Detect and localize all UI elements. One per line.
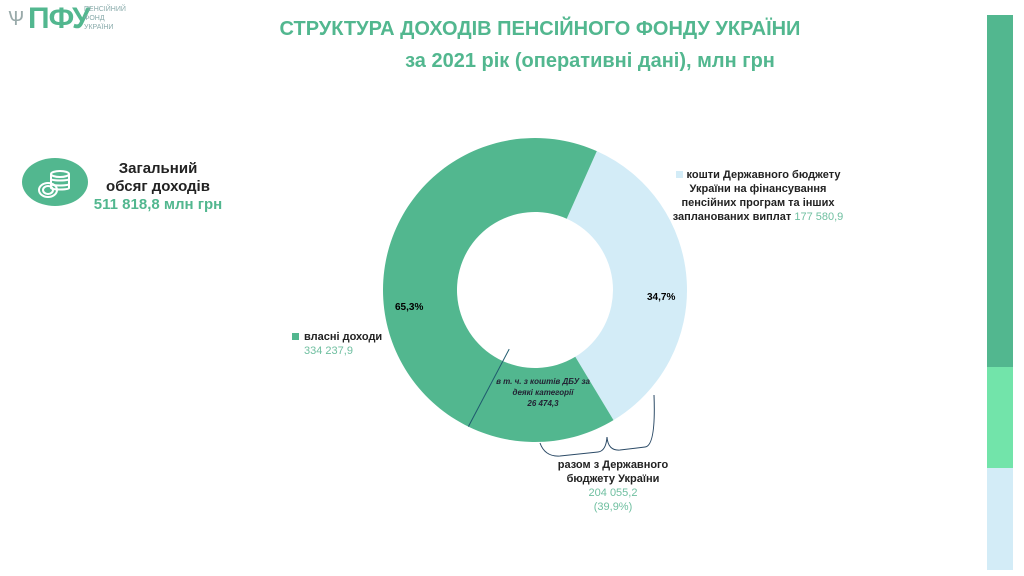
decor-bar-light-blue (987, 468, 1013, 570)
bracket-value: 204 055,2 (588, 487, 638, 499)
sub-segment-text: деякі категорії (512, 388, 574, 397)
bracket (539, 394, 655, 457)
total-label: обсяг доходів (106, 178, 210, 195)
sub-segment-label: в т. ч. з коштів ДБУ за деякі категорії … (488, 376, 598, 409)
bracket-text: разом з Державного (557, 459, 669, 471)
bracket-label: разом з Державного бюджету України 204 0… (548, 458, 678, 514)
total-income: Загальний обсяг доходів 511 818,8 млн гр… (88, 160, 228, 214)
logo-subtitle: ПЕНСІЙНИЙ ФОНД УКРАЇНИ (84, 6, 126, 31)
total-label: Загальний (118, 160, 198, 177)
percent-label-budget: 34,7% (647, 292, 676, 303)
bracket-text: бюджету України (566, 473, 660, 485)
page-title: СТРУКТУРА ДОХОДІВ ПЕНСІЙНОГО ФОНДУ УКРАЇ… (279, 18, 801, 40)
legend-label: кошти Державного бюджету України на фіна… (672, 169, 841, 223)
donut-slice (383, 137, 614, 442)
decor-bar-light-green (987, 367, 1013, 468)
legend-swatch (675, 171, 683, 178)
trident-icon: Ѱ (8, 8, 24, 30)
legend-state-budget: кошти Державного бюджету України на фіна… (672, 168, 844, 224)
coins-icon (22, 158, 88, 206)
legend-value: 177 580,9 (794, 211, 844, 223)
sub-segment-value: 26 474,3 (527, 399, 559, 408)
donut-slice (566, 151, 688, 421)
percent-label-own: 65,3% (395, 302, 424, 313)
legend-value: 334 237,9 (304, 345, 353, 357)
legend-own-income: власні доходи 334 237,9 (292, 330, 382, 358)
sub-segment-divider (467, 348, 510, 427)
legend-label: власні доходи (304, 331, 383, 343)
legend-swatch (292, 333, 299, 340)
page-subtitle: за 2021 рік (оперативні дані), млн грн (405, 50, 775, 72)
decor-bar-green (987, 15, 1013, 367)
sub-segment-text: в т. ч. з коштів ДБУ за (496, 377, 590, 386)
bracket-percent: (39,9%) (593, 501, 633, 513)
logo: ПФУ (28, 2, 91, 35)
total-value: 511 818,8 млн грн (93, 196, 223, 213)
